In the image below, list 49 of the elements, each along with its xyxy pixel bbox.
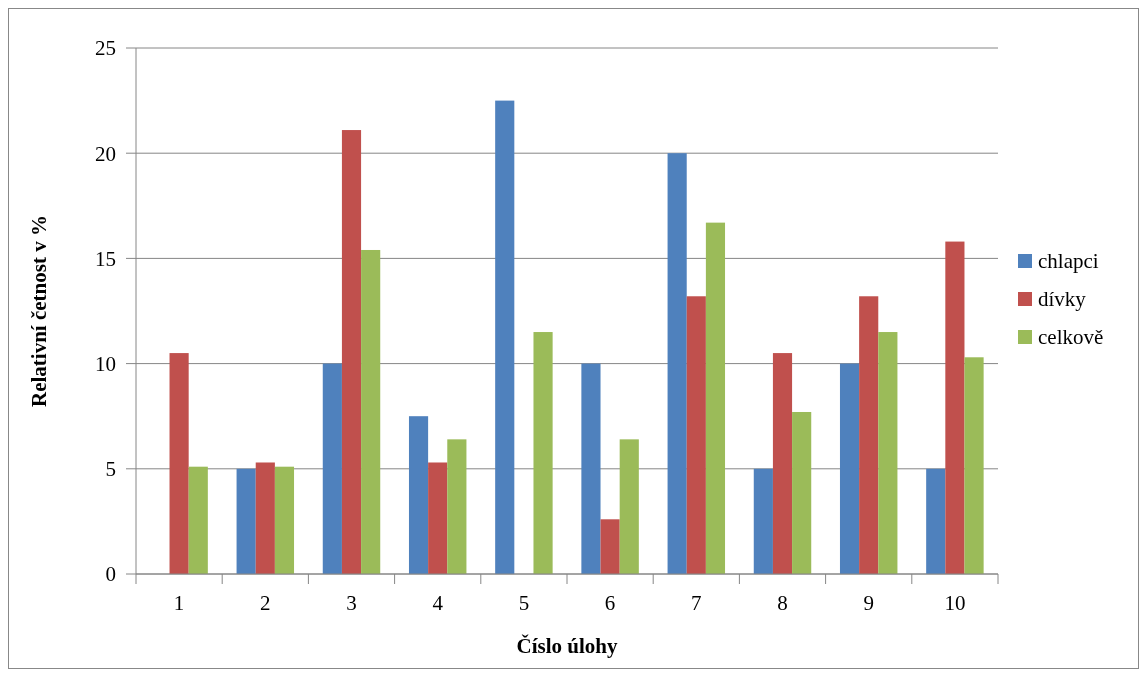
y-tick-label: 10 <box>95 351 116 376</box>
bar <box>945 241 965 574</box>
bar <box>619 439 639 574</box>
x-tick-label: 4 <box>432 591 444 615</box>
y-tick-label: 25 <box>95 36 116 61</box>
bar <box>581 363 601 574</box>
y-tick-label: 15 <box>95 246 116 271</box>
bar <box>772 353 793 574</box>
bar <box>878 332 898 574</box>
bar <box>667 153 687 574</box>
x-tick-label: 1 <box>173 591 185 615</box>
bar <box>495 100 515 574</box>
bar <box>859 296 879 574</box>
bar <box>533 332 553 574</box>
bar <box>408 416 429 574</box>
bar <box>600 519 620 574</box>
x-tick-label: 2 <box>260 591 271 615</box>
y-tick-label: 0 <box>105 562 116 587</box>
legend-label: dívky <box>1038 287 1087 312</box>
bar <box>169 353 189 574</box>
bar <box>792 411 812 574</box>
y-tick-label: 5 <box>105 457 116 482</box>
bar <box>341 130 362 574</box>
bar <box>274 466 295 574</box>
bar <box>964 357 984 574</box>
bar <box>839 363 860 574</box>
bar <box>753 468 773 574</box>
bar <box>188 466 208 574</box>
bar <box>686 296 706 574</box>
bar <box>322 363 342 574</box>
legend-label: celkově <box>1038 325 1104 350</box>
y-tick-label: 20 <box>95 141 116 166</box>
bar <box>926 468 946 574</box>
bar <box>255 462 275 574</box>
x-tick-label: 5 <box>518 591 530 615</box>
x-tick-label: 9 <box>863 591 874 615</box>
bar <box>428 462 448 574</box>
x-axis-title: Číslo úlohy <box>516 634 618 658</box>
x-tick-label: 7 <box>691 591 702 615</box>
bar <box>447 439 467 574</box>
bar <box>361 249 381 574</box>
bar <box>236 468 256 574</box>
legend-label: chlapci <box>1038 249 1099 274</box>
bar <box>705 222 726 574</box>
x-tick-label: 8 <box>777 591 788 615</box>
x-tick-label: 10 <box>944 591 966 615</box>
y-axis-title: Relativní četnost v % <box>27 215 51 407</box>
x-tick-label: 6 <box>604 591 616 615</box>
x-tick-label: 3 <box>346 591 357 615</box>
